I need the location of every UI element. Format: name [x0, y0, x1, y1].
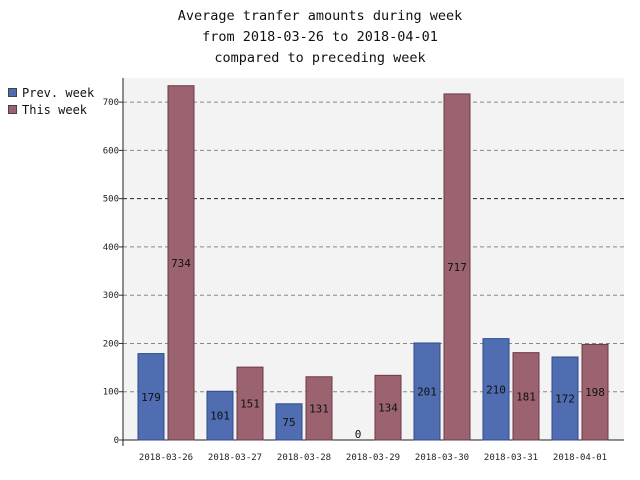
chart-title-line-2: from 2018-03-26 to 2018-04-01 — [202, 29, 438, 45]
bar-this-week-2018-03-30 — [443, 93, 471, 441]
y-tick-label-500: 500 — [103, 195, 119, 205]
bar-prev-week-2018-03-26 — [137, 353, 165, 441]
legend-swatch-prev-week — [8, 88, 17, 97]
x-tick-label-2018-03-31: 2018-03-31 — [484, 453, 538, 463]
x-tick-label-2018-03-27: 2018-03-27 — [208, 453, 262, 463]
data-label-prev-week-2018-03-30: 201 — [417, 385, 437, 398]
data-label-this-week-2018-03-30: 717 — [447, 261, 467, 274]
data-label-this-week-2018-03-28: 131 — [309, 402, 329, 415]
y-tick-label-700: 700 — [103, 98, 119, 108]
plot-background — [123, 78, 624, 440]
data-label-prev-week-2018-03-29: 0 — [355, 428, 362, 441]
data-label-prev-week-2018-03-26: 179 — [141, 391, 161, 404]
bar-this-week-2018-03-26 — [167, 85, 195, 441]
y-tick-label-300: 300 — [103, 291, 119, 301]
bar-prev-week-2018-03-30 — [413, 342, 441, 441]
data-label-this-week-2018-03-27: 151 — [240, 398, 260, 411]
data-label-prev-week-2018-03-28: 75 — [282, 416, 295, 429]
bar-this-week-2018-03-28 — [305, 376, 333, 441]
x-tick-label-2018-03-29: 2018-03-29 — [346, 453, 400, 463]
legend: Prev. week This week — [8, 84, 94, 118]
legend-label-prev-week: Prev. week — [22, 85, 95, 100]
x-tick-label-2018-04-01: 2018-04-01 — [553, 453, 607, 463]
bar-prev-week-2018-04-01 — [551, 356, 579, 441]
bar-this-week-2018-03-27 — [236, 366, 264, 441]
data-label-this-week-2018-03-31: 181 — [516, 390, 536, 403]
y-tick-label-600: 600 — [103, 146, 119, 156]
y-tick-label-0: 0 — [114, 436, 119, 446]
y-tick-label-400: 400 — [103, 243, 119, 253]
bar-this-week-2018-03-29 — [374, 374, 402, 441]
bar-this-week-2018-03-31 — [512, 352, 540, 441]
legend-label-this-week: This week — [22, 102, 88, 117]
chart-title-line-1: Average tranfer amounts during week — [177, 8, 463, 24]
bar-prev-week-2018-03-28 — [275, 403, 303, 441]
data-label-this-week-2018-03-29: 134 — [378, 402, 398, 415]
legend-swatch-this-week — [8, 105, 17, 114]
legend-item-this-week: This week — [8, 101, 94, 118]
x-tick-label-2018-03-30: 2018-03-30 — [415, 453, 469, 463]
data-label-this-week-2018-04-01: 198 — [585, 386, 605, 399]
bar-this-week-2018-04-01 — [581, 343, 609, 441]
bar-prev-week-2018-03-31 — [482, 338, 510, 441]
y-tick-label-200: 200 — [103, 339, 119, 349]
data-label-prev-week-2018-04-01: 172 — [555, 392, 575, 405]
data-label-prev-week-2018-03-31: 210 — [486, 383, 506, 396]
legend-item-prev-week: Prev. week — [8, 84, 94, 101]
y-tick-label-100: 100 — [103, 388, 119, 398]
data-label-this-week-2018-03-26: 734 — [171, 257, 191, 270]
data-label-prev-week-2018-03-27: 101 — [210, 410, 230, 423]
x-tick-label-2018-03-26: 2018-03-26 — [139, 453, 193, 463]
x-tick-label-2018-03-28: 2018-03-28 — [277, 453, 331, 463]
chart-title-line-3: compared to preceding week — [214, 50, 426, 66]
bar-prev-week-2018-03-27 — [206, 390, 234, 441]
